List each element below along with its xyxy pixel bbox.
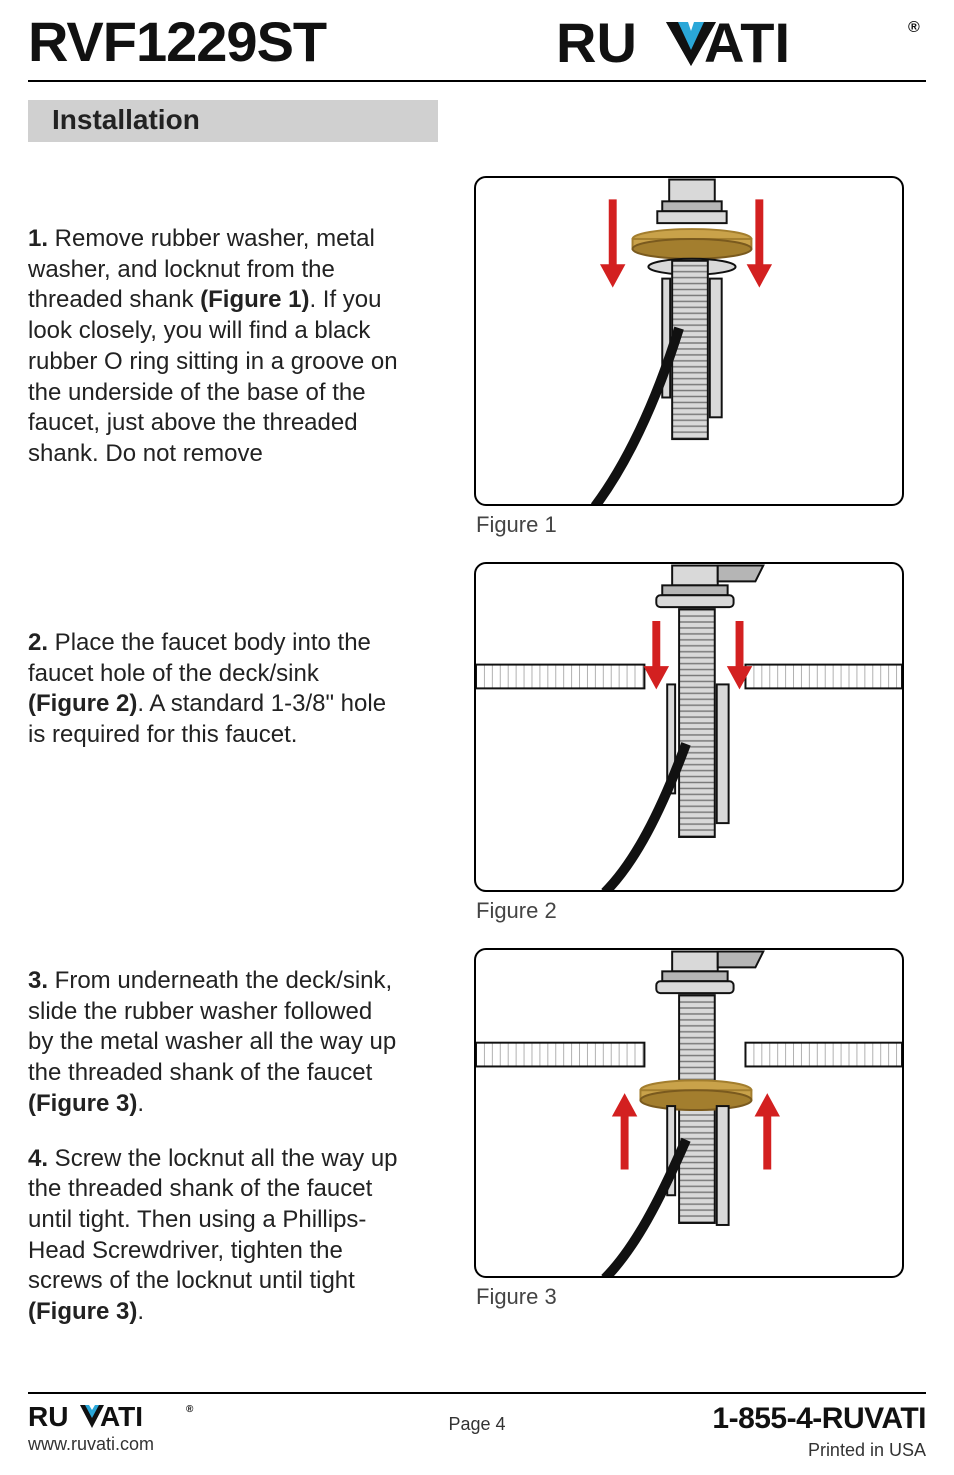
figure-3-diagram [476,950,902,1278]
step-row-3: 3. From underneath the deck/sink, slide … [28,948,926,1352]
figure-2-caption: Figure 2 [476,898,926,924]
step-num: 2. [28,629,48,656]
step-text-3-4: 3. From underneath the deck/sink, slide … [28,948,418,1352]
footer-page: Page 4 [448,1402,505,1435]
content: 1. Remove rubber washer, metal washer, a… [28,176,926,1352]
step-num: 4. [28,1145,48,1172]
step-body-pre: Place the faucet body into the faucet ho… [28,629,371,687]
figure-ref: (Figure 2) [28,690,137,717]
figure-ref: (Figure 1) [200,286,309,313]
svg-text:®: ® [908,19,920,36]
footer-printed: Printed in USA [506,1440,926,1461]
step-text-1: 1. Remove rubber washer, metal washer, a… [28,176,418,494]
footer-phone: 1-855-4-RUVATI [506,1402,926,1436]
figure-3-frame [474,948,904,1278]
figure-col-1: Figure 1 [418,176,926,538]
svg-text:ATI: ATI [100,1402,143,1432]
brand-logo: RU ATI ® [556,16,926,72]
footer: RU ATI ® www.ruvati.com Page 4 1-855-4-R… [28,1392,926,1461]
footer-url: www.ruvati.com [28,1434,448,1455]
figure-2-frame [474,562,904,892]
svg-text:RU: RU [556,16,637,72]
figure-col-3: Figure 3 [418,948,926,1310]
step-row-1: 1. Remove rubber washer, metal washer, a… [28,176,926,538]
figure-col-2: Figure 2 [418,562,926,924]
figure-ref: (Figure 3) [28,1090,137,1117]
step-text-2: 2. Place the faucet body into the faucet… [28,562,418,775]
brand-logo-small: RU ATI ® [28,1402,198,1432]
step-num: 1. [28,225,48,252]
step-body-post: . If you look closely, you will find a b… [28,286,398,467]
model-number: RVF1229ST [28,14,326,70]
figure-1-caption: Figure 1 [476,512,926,538]
step-body-pre: From underneath the deck/sink, slide the… [28,967,396,1086]
figure-ref: (Figure 3) [28,1298,137,1325]
figure-2-diagram [476,564,902,892]
figure-1-frame [474,176,904,506]
header: RVF1229ST RU ATI ® [28,14,926,82]
step-num: 3. [28,967,48,994]
section-title: Installation [28,100,438,142]
step-body-post: . [137,1298,144,1325]
svg-text:RU: RU [28,1402,68,1432]
figure-3-caption: Figure 3 [476,1284,926,1310]
footer-right: 1-855-4-RUVATI Printed in USA [506,1402,926,1461]
footer-left: RU ATI ® www.ruvati.com [28,1402,448,1455]
svg-text:®: ® [186,1404,194,1415]
svg-text:ATI: ATI [704,16,790,72]
step-body-post: . [137,1090,144,1117]
step-body-pre: Screw the locknut all the way up the thr… [28,1145,398,1295]
figure-1-diagram [476,178,902,506]
step-row-2: 2. Place the faucet body into the faucet… [28,562,926,924]
